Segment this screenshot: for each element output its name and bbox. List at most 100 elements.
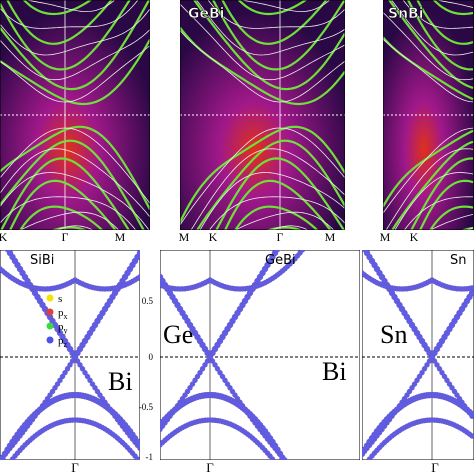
band bbox=[190, 148, 345, 230]
element-label: Sn bbox=[380, 320, 407, 349]
legend-label: py bbox=[58, 321, 68, 335]
band-dot bbox=[136, 442, 140, 449]
band-dot bbox=[89, 381, 96, 387]
band bbox=[385, 148, 474, 230]
band-dot bbox=[62, 370, 68, 376]
band bbox=[435, 0, 474, 8]
band-dot bbox=[436, 366, 443, 372]
band-dot bbox=[187, 385, 193, 391]
band-dot bbox=[137, 274, 140, 280]
band-dot bbox=[84, 373, 91, 380]
y-tick-label: -0.5 bbox=[139, 402, 154, 412]
legend-marker bbox=[46, 322, 54, 330]
band-dot bbox=[439, 370, 445, 376]
band bbox=[25, 0, 116, 12]
band-dot bbox=[414, 377, 420, 383]
band-dot bbox=[57, 377, 63, 383]
kpoint: Γ bbox=[431, 460, 439, 474]
legend-subscript: z bbox=[64, 340, 68, 349]
band bbox=[192, 0, 345, 91]
band bbox=[0, 139, 145, 230]
band-panel bbox=[180, 0, 345, 230]
band-dot bbox=[274, 250, 281, 253]
band bbox=[208, 196, 345, 230]
band bbox=[0, 0, 139, 29]
band bbox=[234, 205, 319, 230]
band bbox=[430, 214, 474, 230]
band-dot bbox=[434, 362, 440, 368]
kpoint: M bbox=[325, 230, 336, 244]
band bbox=[19, 205, 104, 230]
kpoint: K bbox=[0, 230, 8, 244]
y-tick-label: -1 bbox=[146, 452, 154, 462]
band bbox=[235, 211, 335, 230]
band-dot bbox=[419, 370, 425, 376]
element-label: Bi bbox=[322, 357, 347, 386]
band-dot bbox=[468, 411, 474, 418]
band-dot bbox=[469, 433, 474, 439]
band bbox=[394, 172, 474, 230]
band bbox=[180, 3, 345, 81]
band-dot bbox=[424, 362, 430, 368]
band bbox=[387, 0, 474, 89]
band-dot bbox=[411, 381, 418, 387]
kpoint: K bbox=[410, 230, 419, 244]
band-dot bbox=[49, 388, 56, 395]
band-dot bbox=[406, 388, 413, 395]
band-dot bbox=[194, 373, 201, 380]
band bbox=[383, 129, 474, 208]
band bbox=[0, 29, 150, 81]
kpoint: Γ bbox=[62, 230, 69, 244]
band-dot bbox=[416, 373, 423, 380]
legend-marker bbox=[46, 308, 54, 316]
element-label: Bi bbox=[108, 367, 133, 396]
band-dot bbox=[469, 285, 474, 291]
band-dot bbox=[184, 388, 191, 395]
band-dot bbox=[202, 362, 208, 368]
band-dot bbox=[429, 354, 435, 360]
band-dot bbox=[444, 377, 450, 383]
legend-label: px bbox=[58, 307, 68, 321]
top-kpoints: K Γ M M K Γ M M K bbox=[0, 230, 419, 244]
band-dot bbox=[87, 377, 93, 383]
band bbox=[211, 0, 345, 71]
band bbox=[51, 226, 88, 230]
band-dot bbox=[214, 366, 221, 372]
legend-subscript: x bbox=[64, 312, 68, 321]
band bbox=[0, 196, 137, 230]
band-dot bbox=[192, 377, 198, 383]
band-dot bbox=[431, 358, 438, 364]
band bbox=[383, 38, 474, 103]
band-dot bbox=[219, 373, 226, 380]
band bbox=[403, 196, 474, 230]
kpoint: Γ bbox=[206, 460, 214, 474]
band bbox=[432, 0, 474, 16]
band-dot bbox=[136, 250, 140, 257]
band bbox=[0, 0, 131, 71]
legend-subscript: y bbox=[64, 326, 68, 335]
band bbox=[0, 8, 150, 56]
band bbox=[0, 125, 150, 210]
kpoint: M bbox=[380, 230, 391, 244]
band-dot bbox=[77, 362, 83, 368]
band-dot bbox=[79, 366, 86, 372]
band bbox=[199, 172, 345, 230]
band-dot bbox=[449, 385, 455, 391]
band bbox=[22, 0, 93, 16]
band-dot bbox=[82, 370, 88, 376]
band bbox=[0, 172, 150, 230]
legend-label: pz bbox=[58, 335, 68, 349]
band-dot bbox=[217, 370, 223, 376]
band-dot bbox=[199, 366, 206, 372]
band bbox=[391, 140, 474, 230]
band bbox=[402, 0, 474, 29]
band bbox=[383, 12, 474, 81]
panel-label: GeBi bbox=[265, 253, 296, 268]
band-dot bbox=[279, 454, 286, 460]
band bbox=[180, 127, 345, 226]
band bbox=[416, 0, 474, 45]
band bbox=[383, 127, 474, 214]
legend-marker bbox=[46, 336, 54, 344]
band-dot bbox=[299, 250, 306, 253]
